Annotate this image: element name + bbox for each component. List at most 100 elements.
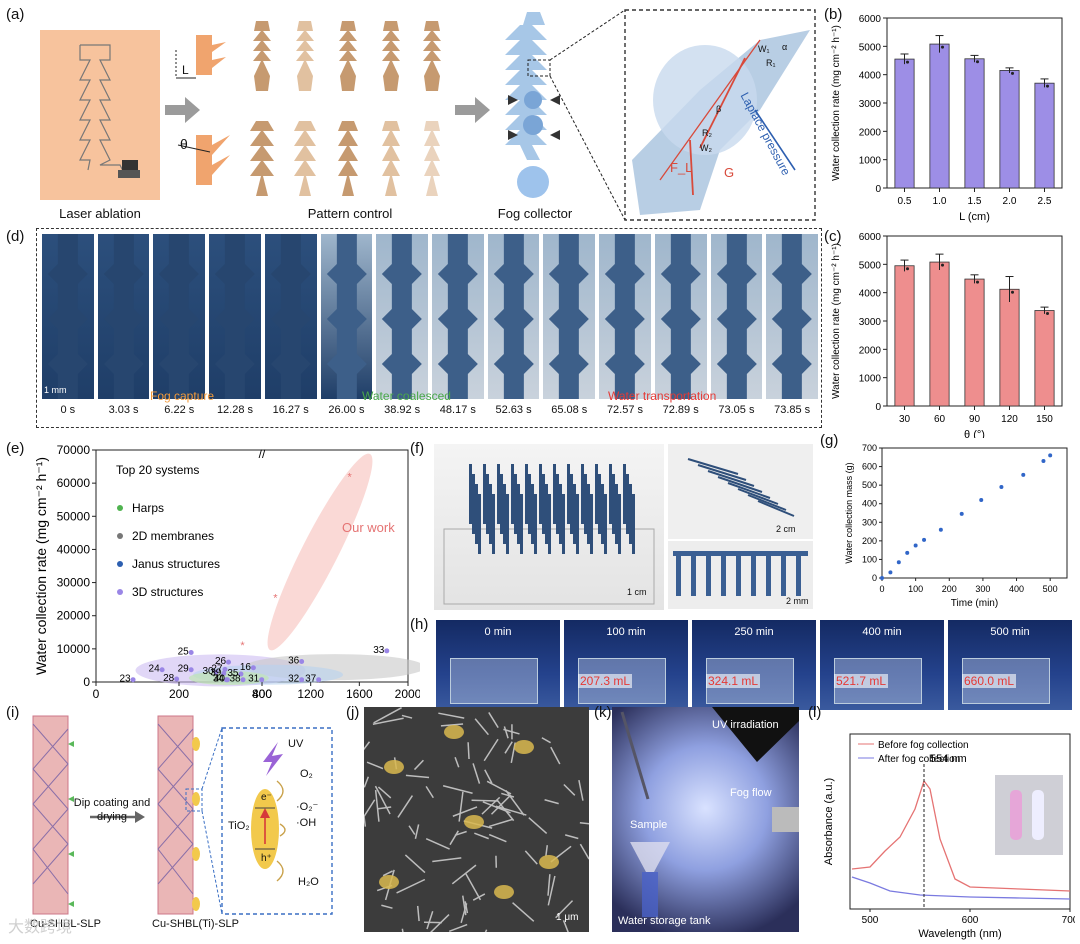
shape-L: [175, 35, 226, 79]
pillar: [556, 474, 559, 534]
our-work-point-1: *: [273, 592, 278, 604]
label-w2: W₂: [700, 143, 712, 153]
scale-2cm: 2 cm: [776, 524, 796, 534]
y-tick-label: 2000: [859, 345, 882, 356]
time-label-6: 38.92 s: [384, 404, 421, 416]
chart-c: 0 1000 2000 3000 4000 5000 6000 30 60 90 120 150 θ (…: [831, 232, 1063, 438]
frame-13: [766, 234, 818, 399]
nanoblade: [505, 789, 525, 816]
point-39: [221, 670, 227, 676]
tio2-particle: [444, 725, 464, 739]
x-tick-label: 500: [1043, 584, 1058, 594]
data-point-5: [922, 537, 927, 542]
h-volume-3: 521.7 mL: [834, 674, 889, 688]
pillar: [553, 464, 556, 524]
nanoblade: [579, 843, 589, 860]
data-point-11: [1041, 459, 1046, 463]
point-label-26: 26: [215, 656, 227, 667]
label-fl: F_L: [670, 160, 693, 175]
frame-7: [432, 234, 484, 399]
nanoblade: [405, 774, 430, 779]
nanoblade: [484, 929, 488, 932]
label-L: L: [182, 63, 189, 77]
label-h2o: H₂O: [298, 876, 319, 888]
nanoblade: [452, 806, 478, 817]
time-label-12: 73.05 s: [718, 404, 755, 416]
pillar: [587, 484, 590, 544]
point-label-35: 35: [227, 668, 239, 679]
arrow-1: [165, 97, 200, 123]
x-tick-label: 2.0: [1003, 196, 1017, 207]
x-axis-label: Wavelength (nm): [918, 928, 1001, 940]
time-labels: 0 s 3.03 s 6.22 s 12.28 s 16.27 s 26.00 s 38.9…: [40, 404, 820, 422]
rail: [697, 464, 747, 481]
point-25: [188, 650, 194, 656]
point-16: [250, 665, 256, 671]
point-label-34: 34: [213, 674, 225, 685]
point-35: [238, 671, 244, 677]
y-tick-label: 6000: [859, 14, 882, 25]
nanoblade: [366, 761, 384, 770]
label-alpha: α: [782, 42, 788, 52]
x-tick-label: 60: [934, 414, 946, 425]
h-volume-2: 324.1 mL: [706, 674, 761, 688]
x-tick-label: 800: [252, 687, 272, 701]
panel-i-schematic: [32, 715, 333, 915]
nanoblade: [454, 756, 460, 768]
panel-label-g: (g): [820, 432, 839, 449]
data-point: [1011, 71, 1014, 75]
legend-label-0: Harps: [132, 501, 164, 515]
y-axis-label: Water collection rate (mg cm⁻² h⁻¹): [831, 243, 842, 399]
data-point-7: [959, 511, 964, 516]
point-label-29: 29: [178, 664, 190, 675]
point-label-39: 39: [210, 667, 222, 678]
x-tick-label: 400: [252, 687, 272, 701]
nanoblade: [401, 928, 404, 932]
nanoblade: [397, 795, 414, 818]
pillar: [500, 474, 503, 534]
nanoblade: [425, 838, 450, 850]
bar-0.5: [894, 58, 915, 189]
nanoblade: [464, 872, 482, 901]
nanoblade: [490, 794, 512, 815]
nanoblade: [524, 850, 538, 865]
rail: [737, 488, 779, 505]
vial-inset: [995, 775, 1063, 855]
y-tick-label: 200: [862, 536, 877, 546]
label-water-transportation: Water transportation: [608, 389, 717, 403]
label-cu-shbl-slp: Cu-SHBL-SLP: [30, 918, 101, 930]
pillar: [629, 484, 632, 544]
nanoblade: [482, 801, 511, 814]
pillar: [618, 494, 621, 554]
scale-1mm: 1 mm: [44, 385, 67, 395]
point-40: [224, 677, 230, 683]
label-r2: R₂: [702, 128, 712, 138]
nanoblade: [547, 874, 551, 896]
point-30: [213, 669, 219, 675]
data-point: [941, 45, 944, 49]
nanoblade: [484, 769, 493, 784]
nanoblade: [461, 895, 467, 916]
nanoblade: [404, 854, 426, 874]
y-tick-label: 0: [872, 573, 877, 583]
y-tick-label: 50000: [57, 509, 91, 523]
h-frame-3: 400 min 521.7 mL: [820, 620, 944, 710]
panel-label-l: (l): [808, 704, 822, 721]
x-tick-label: 90: [969, 414, 981, 425]
vial-before: [1010, 790, 1022, 840]
y-tick-label: 10000: [57, 642, 91, 656]
nanoblade: [579, 822, 589, 825]
nanoblade: [449, 830, 459, 846]
pillar: [590, 494, 593, 554]
rail: [717, 476, 763, 493]
point-29: [188, 667, 194, 673]
h-time-3: 400 min: [862, 626, 902, 638]
pattern-photos: [246, 16, 446, 202]
nanoblade: [488, 833, 507, 843]
time-label-13: 73.85 s: [774, 404, 811, 416]
panel-label-e: (e): [6, 440, 25, 457]
data-point: [1046, 84, 1049, 88]
our-work-label: Our work: [342, 520, 395, 535]
point-33: [384, 648, 390, 654]
arrow-2: [455, 97, 490, 123]
